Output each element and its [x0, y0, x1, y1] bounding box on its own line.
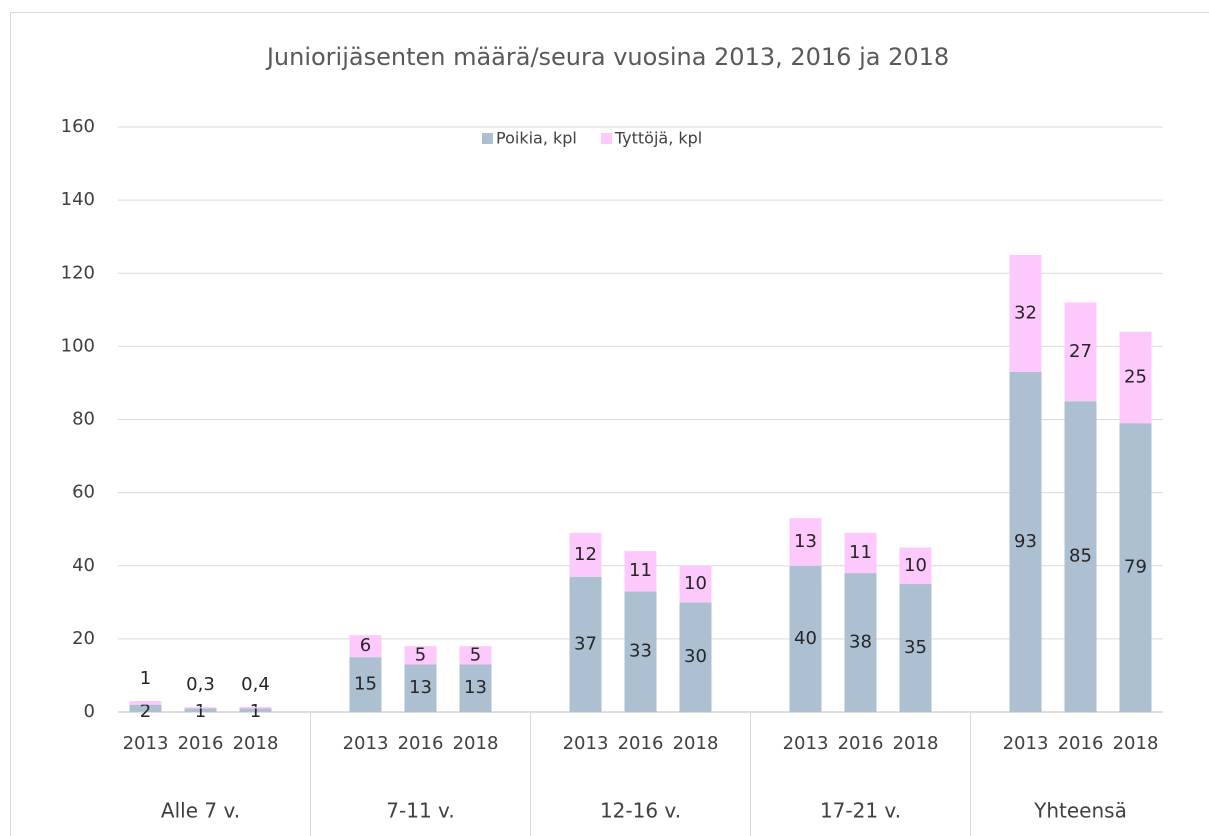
data-label: 27 — [1069, 341, 1092, 362]
data-label: 0,3 — [186, 674, 215, 695]
bar-segment — [349, 635, 382, 658]
y-tick-label: 160 — [61, 116, 95, 137]
data-label: 40 — [794, 628, 817, 649]
data-label: 33 — [629, 641, 652, 662]
y-tick-label: 80 — [72, 409, 95, 430]
data-label: 0,4 — [241, 674, 270, 695]
bar-segment — [239, 706, 272, 709]
data-label: 38 — [849, 632, 872, 653]
bar-segment — [239, 708, 272, 712]
x-tick-label: 2013 — [123, 733, 169, 754]
data-label: 6 — [360, 635, 371, 656]
data-label: 35 — [904, 637, 927, 658]
data-label: 1 — [250, 701, 261, 722]
group-label: 17-21 v. — [820, 799, 901, 823]
x-tick-label: 2016 — [398, 733, 444, 754]
group-label: Alle 7 v. — [161, 799, 240, 823]
data-label: 12 — [574, 544, 597, 565]
bar-segment — [459, 664, 492, 712]
group-label: 12-16 v. — [600, 799, 681, 823]
bar-segment — [404, 664, 437, 712]
data-label: 32 — [1014, 302, 1037, 323]
bar-segment — [129, 704, 162, 712]
bar-segment — [624, 551, 657, 592]
bar-segment — [1009, 371, 1042, 712]
data-label: 11 — [629, 560, 652, 581]
data-label: 30 — [684, 646, 707, 667]
bar-segment — [789, 565, 822, 712]
bar-segment — [1064, 401, 1097, 712]
bar-segment — [184, 708, 217, 712]
chart-border — [10, 12, 1209, 836]
x-tick-label: 2013 — [343, 733, 389, 754]
data-label: 5 — [470, 644, 481, 665]
bar-segment — [899, 584, 932, 712]
data-label: 79 — [1124, 557, 1147, 578]
bar-segment — [129, 701, 162, 705]
data-label: 15 — [354, 674, 377, 695]
bar-segment — [1009, 254, 1042, 372]
bar-segment — [569, 576, 602, 712]
bar-segment — [349, 657, 382, 712]
legend-swatch — [482, 133, 493, 144]
y-tick-label: 100 — [61, 335, 95, 356]
data-label: 13 — [464, 677, 487, 698]
x-tick-label: 2016 — [838, 733, 884, 754]
legend-label: Poikia, kpl — [496, 129, 577, 148]
bar-segment — [404, 646, 437, 665]
y-tick-label: 120 — [61, 262, 95, 283]
bar-segment — [569, 532, 602, 577]
bar-segment — [1119, 423, 1152, 712]
y-tick-label: 40 — [72, 555, 95, 576]
data-label: 10 — [904, 555, 927, 576]
bar-segment — [844, 573, 877, 712]
y-tick-label: 0 — [84, 701, 95, 722]
bar-segment — [459, 646, 492, 665]
x-tick-label: 2016 — [1058, 733, 1104, 754]
bar-segment — [1064, 302, 1097, 402]
bar-segment — [899, 547, 932, 585]
y-tick-label: 20 — [72, 628, 95, 649]
data-label: 5 — [415, 644, 426, 665]
data-label: 10 — [684, 573, 707, 594]
data-label: 85 — [1069, 546, 1092, 567]
y-tick-label: 140 — [61, 189, 95, 210]
group-label: Yhteensä — [1033, 799, 1127, 823]
chart-title: Juniorijäsenten määrä/seura vuosina 2013… — [265, 43, 949, 71]
data-label: 13 — [409, 677, 432, 698]
x-tick-label: 2013 — [1003, 733, 1049, 754]
x-tick-label: 2013 — [783, 733, 829, 754]
data-label: 11 — [849, 542, 872, 563]
data-label: 37 — [574, 633, 597, 654]
bar-segment — [184, 707, 217, 709]
data-label: 1 — [195, 701, 206, 722]
x-tick-label: 2018 — [453, 733, 499, 754]
bar-segment — [679, 565, 712, 603]
bar-segment — [624, 591, 657, 712]
x-tick-label: 2018 — [233, 733, 279, 754]
legend-label: Tyttöjä, kpl — [614, 129, 702, 148]
y-tick-label: 60 — [72, 482, 95, 503]
bar-segment — [789, 518, 822, 566]
data-label: 2 — [140, 701, 151, 722]
bar-segment — [1119, 331, 1152, 424]
x-tick-label: 2013 — [563, 733, 609, 754]
x-tick-label: 2016 — [618, 733, 664, 754]
bar-segment — [844, 532, 877, 574]
data-label: 13 — [794, 531, 817, 552]
x-tick-label: 2018 — [1113, 733, 1159, 754]
x-tick-label: 2018 — [673, 733, 719, 754]
legend-swatch — [600, 133, 612, 144]
x-tick-label: 2016 — [178, 733, 224, 754]
data-label: 93 — [1014, 531, 1037, 552]
data-label: 25 — [1124, 366, 1147, 387]
bar-segment — [679, 602, 712, 712]
group-label: 7-11 v. — [386, 799, 454, 823]
x-tick-label: 2018 — [893, 733, 939, 754]
data-label: 1 — [140, 668, 151, 689]
